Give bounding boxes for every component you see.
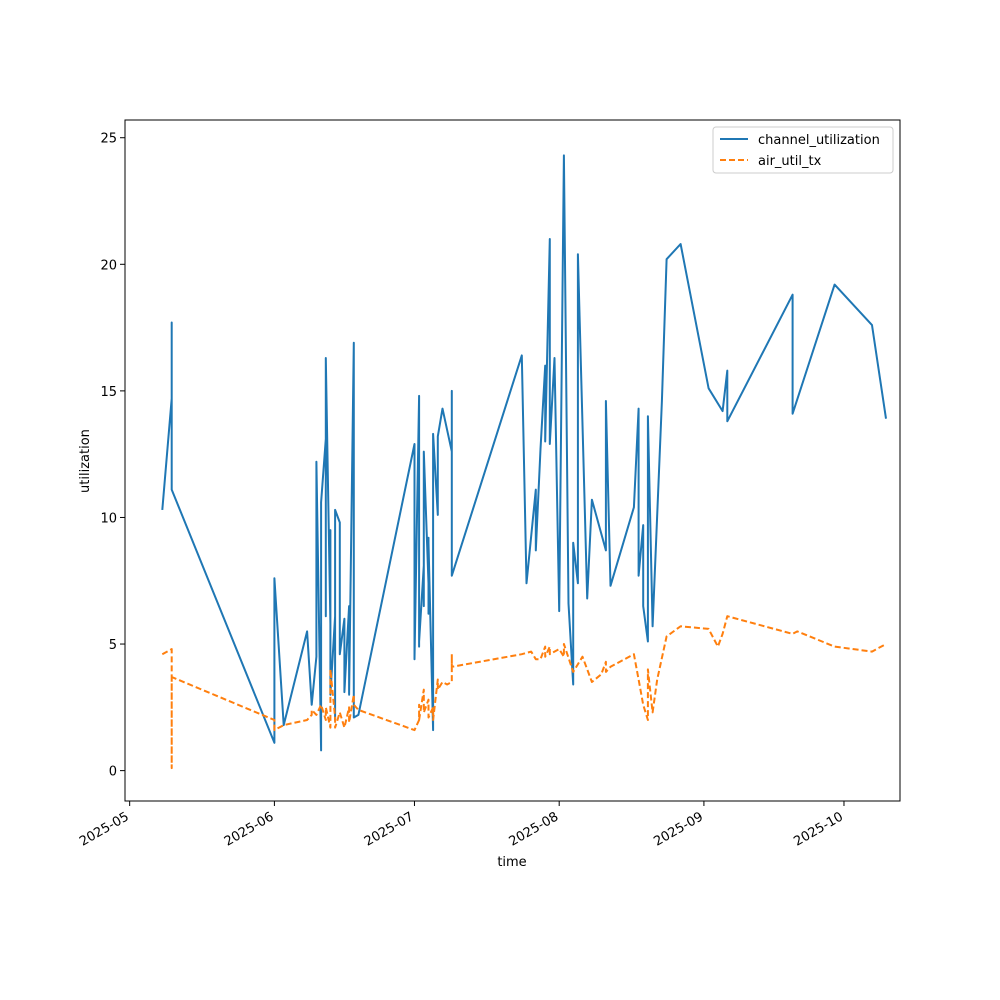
plot-frame bbox=[124, 119, 901, 802]
series-layer bbox=[161, 154, 887, 770]
legend-label-channel-utilization: channel_utilization bbox=[758, 133, 880, 148]
y-tick-label: 25 bbox=[100, 132, 117, 147]
y-axis: 0 5 10 15 20 25 bbox=[100, 132, 125, 780]
legend: channel_utilization air_util_tx bbox=[712, 126, 894, 174]
series-line-channel-utilization bbox=[161, 154, 887, 752]
y-tick-label: 0 bbox=[109, 765, 117, 780]
y-tick-label: 20 bbox=[100, 258, 117, 273]
legend-frame bbox=[712, 126, 894, 174]
x-axis-label: time bbox=[497, 855, 526, 870]
y-tick-label: 15 bbox=[100, 385, 117, 400]
series-line-air-util-tx bbox=[161, 615, 887, 770]
legend-label-air-util-tx: air_util_tx bbox=[758, 154, 822, 169]
y-axis-label: utilization bbox=[78, 429, 93, 493]
y-tick-label: 10 bbox=[100, 511, 117, 526]
y-tick-label: 5 bbox=[109, 638, 117, 653]
